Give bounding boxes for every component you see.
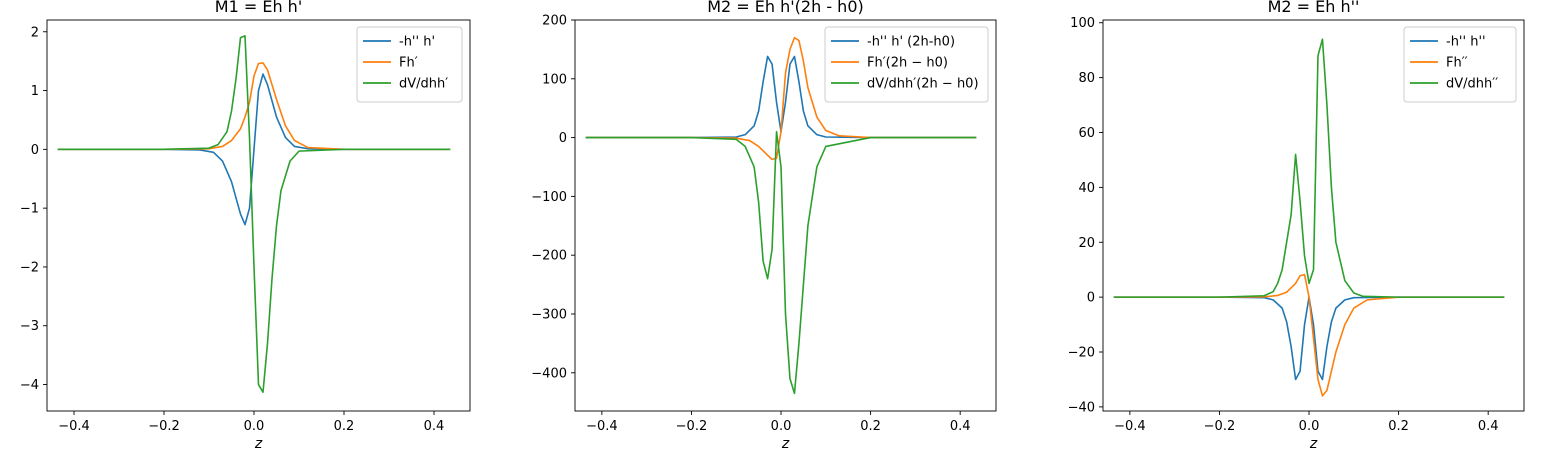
y-tick-label: 80 bbox=[1078, 71, 1095, 86]
axes-frame bbox=[574, 19, 997, 412]
y-tick-label: 0 bbox=[1087, 291, 1095, 306]
series-line-3 bbox=[585, 130, 977, 395]
x-tick-label: 0.4 bbox=[1478, 419, 1499, 434]
chart-panel-1: M1 = Eh h' −0.4 −0.2 0.0 0.2 0.4 −4 −3 −2 −1 0 1 2 z -… bbox=[20, 0, 471, 450]
x-tick-label: −0.4 bbox=[1114, 419, 1146, 434]
legend-label: dV/dhh′(2h − h0) bbox=[867, 77, 979, 92]
series-line-3 bbox=[57, 35, 451, 393]
x-tick-label: −0.2 bbox=[676, 419, 708, 434]
x-tick-label: 0.2 bbox=[1388, 419, 1409, 434]
series-line-3 bbox=[1113, 38, 1505, 298]
legend-label: dV/dhh′ bbox=[399, 77, 448, 92]
y-tick-label: 60 bbox=[1078, 126, 1095, 141]
x-tick-label: 0.2 bbox=[334, 419, 355, 434]
series-line-2 bbox=[57, 62, 451, 151]
chart-title: M2 = Eh h'(2h - h0) bbox=[707, 0, 864, 16]
legend-box bbox=[824, 26, 989, 103]
legend-label: dV/dhh′′ bbox=[1446, 77, 1498, 92]
series-line-1 bbox=[1113, 296, 1505, 381]
legend: -h'' h' Fh′ dV/dhh′ bbox=[356, 26, 463, 103]
x-tick-label: 0.2 bbox=[860, 419, 881, 434]
x-axis-label: z bbox=[781, 436, 790, 450]
y-tick-label: 0 bbox=[559, 131, 567, 146]
y-tick-label: −1 bbox=[20, 202, 39, 217]
y-tick-label: 1 bbox=[31, 84, 39, 99]
plot-area bbox=[585, 36, 977, 395]
x-tick-label: 0.0 bbox=[244, 419, 265, 434]
x-tick-label: 0.0 bbox=[1299, 419, 1320, 434]
plot-area bbox=[1113, 38, 1505, 397]
legend: -h'' h' (2h-h0) Fh′(2h − h0) dV/dhh′(2h − … bbox=[824, 26, 989, 103]
y-tick-label: −40 bbox=[1068, 400, 1095, 415]
y-tick-label: 40 bbox=[1078, 181, 1095, 196]
legend-label: Fh′′ bbox=[1446, 56, 1468, 71]
legend: -h'' h'' Fh′′ dV/dhh′′ bbox=[1403, 26, 1517, 103]
legend-label: -h'' h'' bbox=[1446, 35, 1486, 50]
chart-title: M1 = Eh h' bbox=[215, 0, 302, 16]
axes-frame bbox=[46, 19, 471, 412]
y-tick-label: −200 bbox=[531, 249, 567, 264]
legend-label: -h'' h' bbox=[399, 35, 435, 50]
y-tick-label: 2 bbox=[31, 25, 39, 40]
legend-label: -h'' h' (2h-h0) bbox=[867, 35, 955, 50]
y-tick-label: 20 bbox=[1078, 236, 1095, 251]
x-tick-label: −0.2 bbox=[148, 419, 180, 434]
series-line-2 bbox=[585, 36, 977, 161]
x-axis-label: z bbox=[1309, 436, 1318, 450]
y-tick-label: −2 bbox=[20, 260, 39, 275]
chart-panel-3: M2 = Eh h'' −0.4 −0.2 0.0 0.2 0.4 −40 −20 0 20 40 6… bbox=[1068, 0, 1525, 450]
y-tick-label: 200 bbox=[542, 14, 567, 29]
y-tick-label: 100 bbox=[542, 72, 567, 87]
x-tick-label: 0.4 bbox=[424, 419, 445, 434]
y-tick-label: −100 bbox=[531, 190, 567, 205]
series-line-2 bbox=[1113, 273, 1505, 397]
plot-area bbox=[57, 35, 451, 393]
y-tick-label: −300 bbox=[531, 307, 567, 322]
y-tick-label: 100 bbox=[1070, 16, 1095, 31]
legend-label: Fh′ bbox=[399, 56, 418, 71]
chart-panel-2: M2 = Eh h'(2h - h0) −0.4 −0.2 0.0 0.2 0.4 −400… bbox=[531, 0, 997, 450]
y-tick-label: −3 bbox=[20, 319, 39, 334]
x-tick-label: 0.4 bbox=[950, 419, 971, 434]
y-tick-label: 0 bbox=[31, 143, 39, 158]
series-line-1 bbox=[57, 73, 451, 226]
axes-frame bbox=[1102, 19, 1525, 412]
x-axis-label: z bbox=[254, 436, 263, 450]
x-tick-label: −0.4 bbox=[586, 419, 618, 434]
y-tick-label: −4 bbox=[20, 378, 39, 393]
y-tick-label: −400 bbox=[531, 366, 567, 381]
chart-title: M2 = Eh h'' bbox=[1268, 0, 1360, 16]
x-tick-label: 0.0 bbox=[771, 419, 792, 434]
x-tick-label: −0.2 bbox=[1204, 419, 1236, 434]
y-tick-label: −20 bbox=[1068, 346, 1095, 361]
x-tick-label: −0.4 bbox=[58, 419, 90, 434]
legend-label: Fh′(2h − h0) bbox=[867, 56, 948, 71]
